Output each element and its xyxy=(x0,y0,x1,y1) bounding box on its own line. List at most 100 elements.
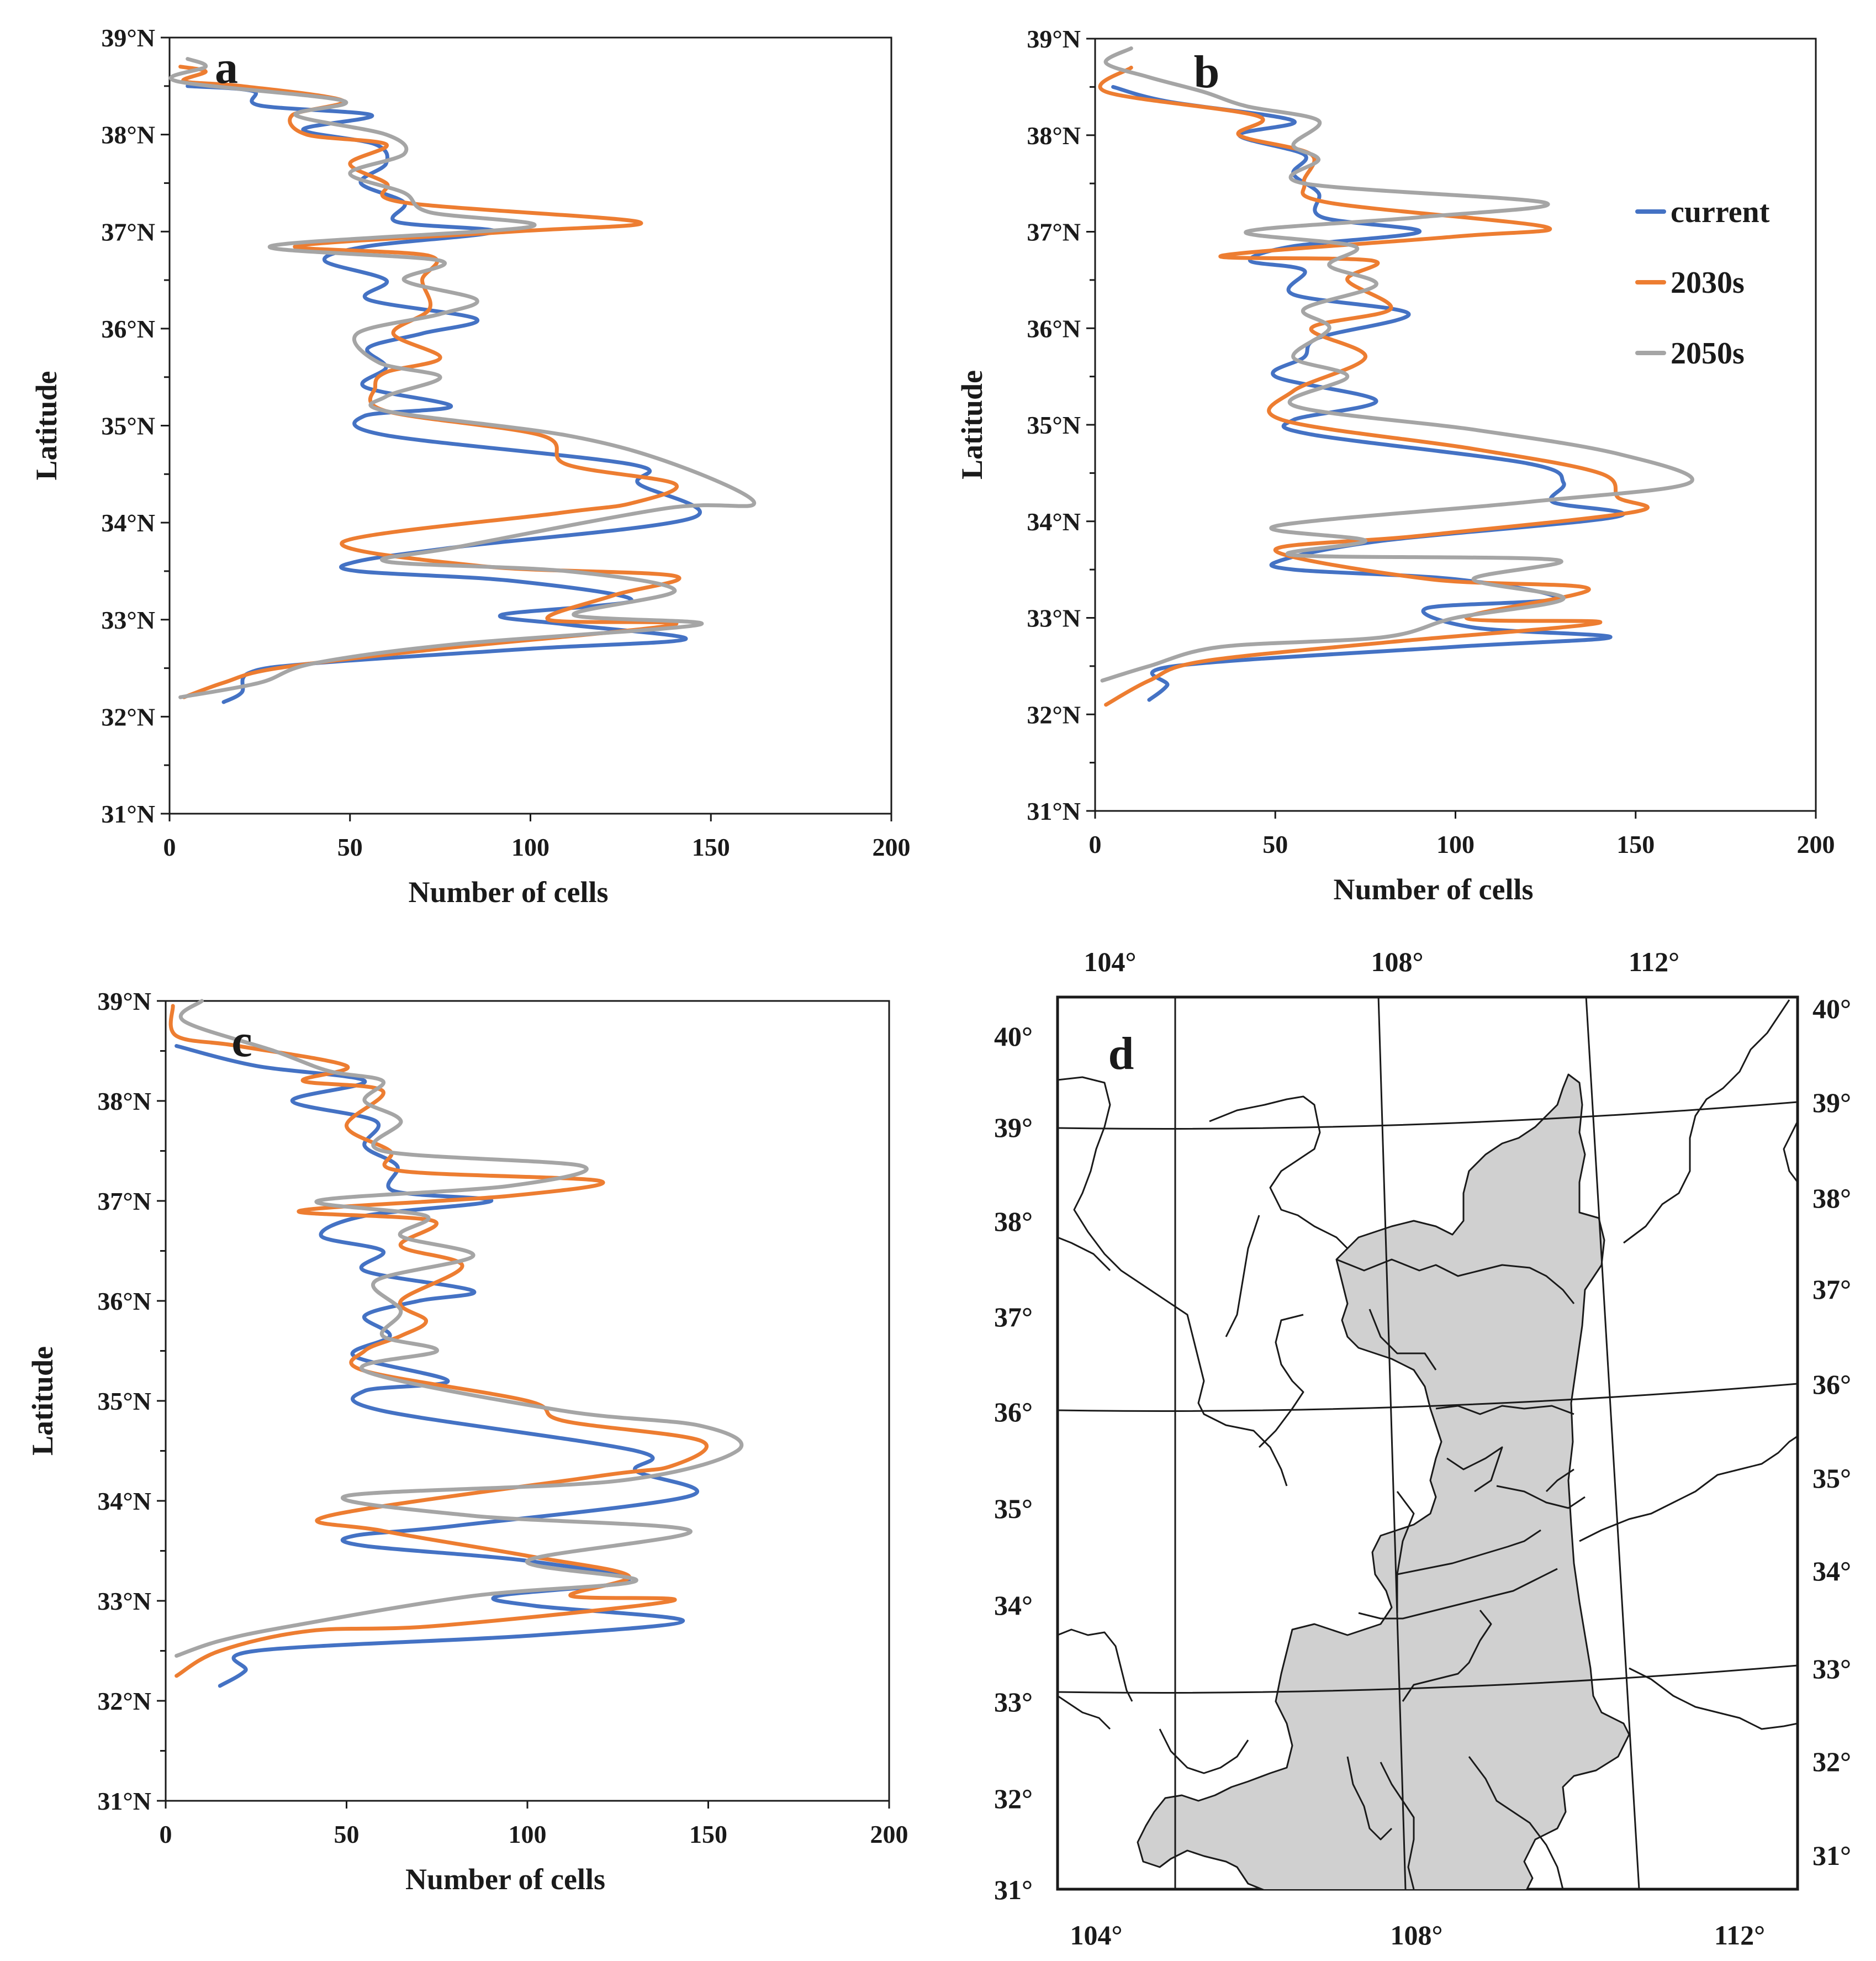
x-tick-label: 50 xyxy=(1262,830,1288,858)
y-tick-label: 37°N xyxy=(1027,218,1081,246)
neighbor-boundary xyxy=(1225,1215,1260,1337)
x-tick-label: 150 xyxy=(689,1820,727,1848)
right-latitude-label: 31° xyxy=(1812,1840,1851,1871)
series-line-2050s xyxy=(175,999,744,1658)
series-line-current xyxy=(186,84,702,704)
y-tick-label: 35°N xyxy=(97,1387,151,1415)
y-axis-title: Latitude xyxy=(26,1346,59,1456)
neighbor-boundary xyxy=(1623,999,1790,1244)
x-tick-label: 50 xyxy=(334,1820,360,1848)
y-tick-label: 39°N xyxy=(1027,25,1081,53)
parallel-line xyxy=(1058,1383,1798,1412)
y-tick-label: 33°N xyxy=(97,1587,151,1615)
right-latitude-label: 36° xyxy=(1812,1369,1851,1400)
x-tick-label: 200 xyxy=(870,1820,908,1848)
left-latitude-label: 36° xyxy=(994,1396,1033,1427)
x-tick-label: 0 xyxy=(160,1820,172,1848)
left-latitude-label: 33° xyxy=(994,1686,1033,1717)
neighbor-boundary xyxy=(1058,1076,1171,1305)
neighbor-boundary xyxy=(1380,1762,1415,1889)
neighbor-boundary xyxy=(1579,1435,1798,1542)
highlighted-region xyxy=(1137,1073,1630,1889)
x-tick-label: 150 xyxy=(692,833,730,861)
y-tick-label: 38°N xyxy=(101,121,155,149)
internal-boundary xyxy=(1496,1485,1586,1509)
y-tick-label: 36°N xyxy=(101,315,155,343)
y-tick-label: 33°N xyxy=(1027,604,1081,632)
right-latitude-label: 40° xyxy=(1812,993,1851,1024)
y-tick-label: 34°N xyxy=(1027,508,1081,536)
y-axis-title: Latitude xyxy=(30,371,63,480)
x-axis-title: Number of cells xyxy=(1334,873,1534,906)
internal-boundary xyxy=(1435,1405,1574,1415)
y-tick-label: 32°N xyxy=(1027,700,1081,729)
neighbor-boundary xyxy=(1058,1236,1111,1272)
y-tick-label: 38°N xyxy=(1027,122,1081,150)
y-tick-label: 34°N xyxy=(101,509,155,537)
x-tick-label: 200 xyxy=(1797,830,1835,858)
left-latitude-label: 38° xyxy=(994,1206,1033,1237)
y-tick-label: 39°N xyxy=(101,24,155,52)
internal-boundary xyxy=(1368,1309,1437,1370)
x-tick-label: 200 xyxy=(873,833,911,861)
x-tick-label: 50 xyxy=(337,833,363,861)
top-longitude-label: 112° xyxy=(1629,946,1679,977)
neighbor-boundary xyxy=(1468,1756,1564,1889)
neighbor-boundary xyxy=(1209,1095,1349,1250)
right-latitude-label: 34° xyxy=(1812,1556,1851,1586)
chart-panel-a: 31°N 32°N 33°N 34°N 35°N 36°N 37°N 38°N 39°N 0 50 1… xyxy=(30,24,911,909)
neighbor-boundary xyxy=(1170,1303,1288,1486)
panel-letter: c xyxy=(231,1015,252,1067)
left-latitude-label: 32° xyxy=(994,1783,1033,1814)
y-tick-label: 36°N xyxy=(97,1287,151,1315)
x-axis-title: Number of cells xyxy=(409,876,609,909)
right-latitude-label: 32° xyxy=(1812,1746,1851,1777)
top-longitude-label: 104° xyxy=(1084,946,1137,977)
y-tick-label: 39°N xyxy=(97,987,151,1015)
bottom-longitude-label: 112° xyxy=(1714,1920,1765,1951)
right-latitude-label: 33° xyxy=(1812,1653,1851,1684)
y-tick-label: 31°N xyxy=(97,1787,151,1815)
y-tick-label: 32°N xyxy=(97,1687,151,1715)
legend-label: current xyxy=(1671,195,1770,229)
neighbor-boundary xyxy=(1058,1628,1133,1702)
internal-boundary xyxy=(1397,1529,1541,1575)
y-tick-label: 37°N xyxy=(101,218,155,246)
legend-label: 2050s xyxy=(1671,336,1745,371)
left-latitude-label: 40° xyxy=(994,1021,1033,1052)
y-tick-label: 34°N xyxy=(97,1487,151,1515)
neighbor-boundary xyxy=(1346,1756,1393,1841)
x-tick-label: 100 xyxy=(509,1820,547,1848)
top-longitude-label: 108° xyxy=(1371,946,1424,977)
y-axis-title: Latitude xyxy=(955,370,989,479)
series-line-2050s xyxy=(168,57,757,699)
internal-boundary xyxy=(1358,1568,1558,1620)
x-tick-label: 100 xyxy=(1436,830,1475,858)
internal-boundary xyxy=(1402,1610,1492,1702)
panel-letter: b xyxy=(1194,46,1220,98)
left-latitude-label: 35° xyxy=(994,1493,1033,1524)
y-tick-label: 32°N xyxy=(101,703,155,731)
neighbor-boundary xyxy=(1058,1695,1111,1730)
y-tick-label: 35°N xyxy=(1027,411,1081,439)
right-latitude-label: 38° xyxy=(1812,1183,1851,1214)
y-tick-label: 37°N xyxy=(97,1187,151,1215)
x-axis-title: Number of cells xyxy=(405,1863,605,1896)
left-latitude-label: 37° xyxy=(994,1301,1033,1332)
series-line-current xyxy=(1111,85,1626,702)
x-tick-label: 0 xyxy=(1089,830,1102,858)
panel-letter: a xyxy=(215,42,238,93)
y-tick-label: 36°N xyxy=(1027,314,1081,342)
x-tick-label: 150 xyxy=(1616,830,1655,858)
panel-letter: d xyxy=(1108,1028,1134,1079)
y-tick-label: 31°N xyxy=(1027,797,1081,825)
series-line-2030s xyxy=(1098,65,1650,707)
neighbor-boundary xyxy=(1159,1728,1249,1774)
left-latitude-label: 39° xyxy=(994,1112,1033,1143)
neighbor-boundary xyxy=(1629,1667,1798,1730)
parallel-line xyxy=(1058,1664,1798,1694)
neighbor-boundary xyxy=(1783,1121,1798,1183)
internal-boundary xyxy=(1396,1491,1415,1613)
y-tick-label: 35°N xyxy=(101,412,155,440)
